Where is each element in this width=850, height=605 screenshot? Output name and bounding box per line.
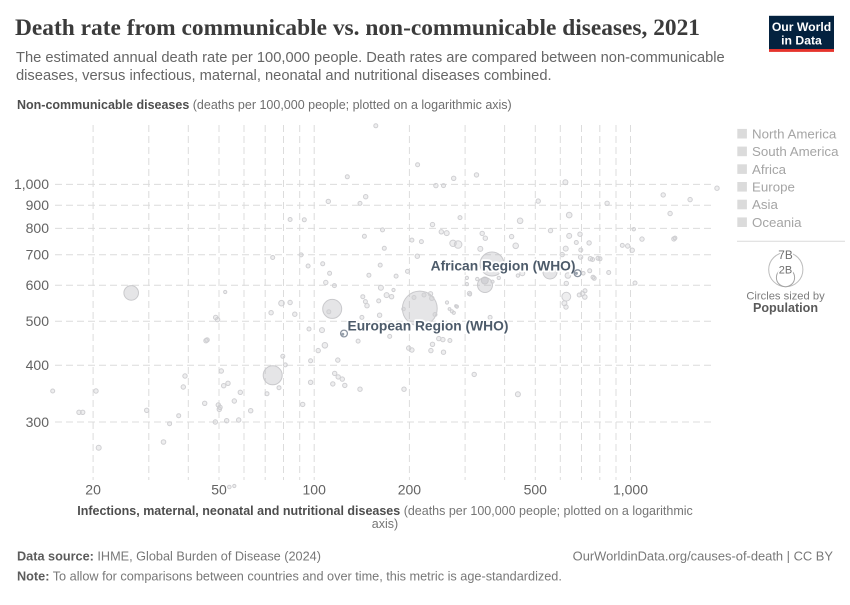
svg-text:500: 500 bbox=[26, 313, 50, 329]
svg-text:Europe: Europe bbox=[752, 180, 795, 195]
svg-text:400: 400 bbox=[26, 357, 50, 373]
svg-text:European Region (WHO): European Region (WHO) bbox=[348, 319, 509, 334]
svg-text:diseases, versus infectious, m: diseases, versus infectious, maternal, n… bbox=[16, 68, 552, 84]
svg-text:North America: North America bbox=[752, 126, 837, 141]
svg-text:Infections, maternal, neonatal: Infections, maternal, neonatal and nutri… bbox=[77, 504, 693, 518]
svg-text:Death rate from communicable v: Death rate from communicable vs. non-com… bbox=[15, 15, 700, 41]
svg-text:Oceania: Oceania bbox=[752, 215, 802, 230]
svg-text:300: 300 bbox=[26, 414, 50, 430]
svg-text:200: 200 bbox=[398, 482, 422, 498]
svg-text:OurWorldinData.org/causes-of-d: OurWorldinData.org/causes-of-death | CC … bbox=[573, 549, 834, 564]
svg-text:800: 800 bbox=[26, 220, 50, 236]
svg-text:1,000: 1,000 bbox=[613, 482, 648, 498]
svg-text:Africa: Africa bbox=[752, 162, 787, 177]
svg-text:Note: To allow for comparisons: Note: To allow for comparisons between c… bbox=[17, 570, 562, 584]
svg-text:Non-communicable diseases (dea: Non-communicable diseases (deaths per 10… bbox=[17, 98, 512, 112]
svg-text:2B: 2B bbox=[779, 264, 792, 276]
svg-text:Data source: IHME, Global Burd: Data source: IHME, Global Burden of Dise… bbox=[17, 550, 321, 564]
svg-text:Our World: Our World bbox=[772, 20, 831, 34]
svg-text:1,000: 1,000 bbox=[14, 176, 49, 192]
svg-text:The estimated annual death rat: The estimated annual death rate per 100,… bbox=[16, 50, 725, 66]
svg-text:20: 20 bbox=[85, 482, 101, 498]
svg-text:700: 700 bbox=[26, 247, 50, 263]
svg-text:100: 100 bbox=[303, 482, 327, 498]
svg-text:South America: South America bbox=[752, 144, 839, 159]
svg-text:900: 900 bbox=[26, 197, 50, 213]
svg-text:axis): axis) bbox=[372, 517, 398, 531]
svg-text:500: 500 bbox=[524, 482, 548, 498]
svg-text:Population: Population bbox=[753, 301, 818, 315]
svg-text:in Data: in Data bbox=[781, 34, 822, 48]
svg-text:7B: 7B bbox=[778, 248, 793, 262]
svg-text:50: 50 bbox=[211, 482, 227, 498]
svg-text:600: 600 bbox=[26, 277, 50, 293]
svg-text:Circles sized by: Circles sized by bbox=[746, 290, 825, 302]
svg-text:Asia: Asia bbox=[752, 197, 778, 212]
svg-text:African Region (WHO): African Region (WHO) bbox=[431, 259, 576, 274]
